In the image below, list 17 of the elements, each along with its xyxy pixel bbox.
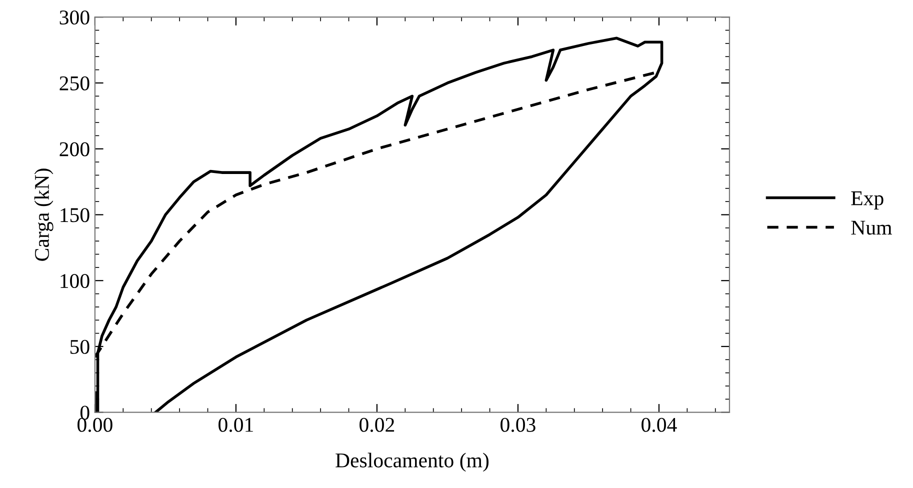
x-tick-label: 0.03: [500, 418, 536, 432]
x-axis-title: Deslocamento (m): [336, 452, 489, 472]
legend-label: Exp: [851, 191, 884, 210]
y-tick-label: 100: [60, 274, 90, 288]
y-tick-label: 150: [60, 208, 90, 222]
legend-label: Num: [851, 220, 892, 235]
y-tick-label: 300: [60, 10, 90, 25]
line-series: [94, 36, 664, 412]
y-axis-title: Carga (kN): [34, 168, 54, 261]
y-tick-label: 0: [80, 406, 90, 420]
x-tick-label: 0.01: [218, 418, 253, 432]
y-tick-label: 250: [60, 76, 90, 90]
y-tick-label: 50: [70, 340, 90, 354]
x-tick-label: 0.04: [642, 418, 677, 432]
x-tick-label: 0.00: [78, 418, 112, 432]
x-tick-label: 0.02: [360, 418, 394, 432]
y-tick-label: 200: [60, 142, 90, 156]
